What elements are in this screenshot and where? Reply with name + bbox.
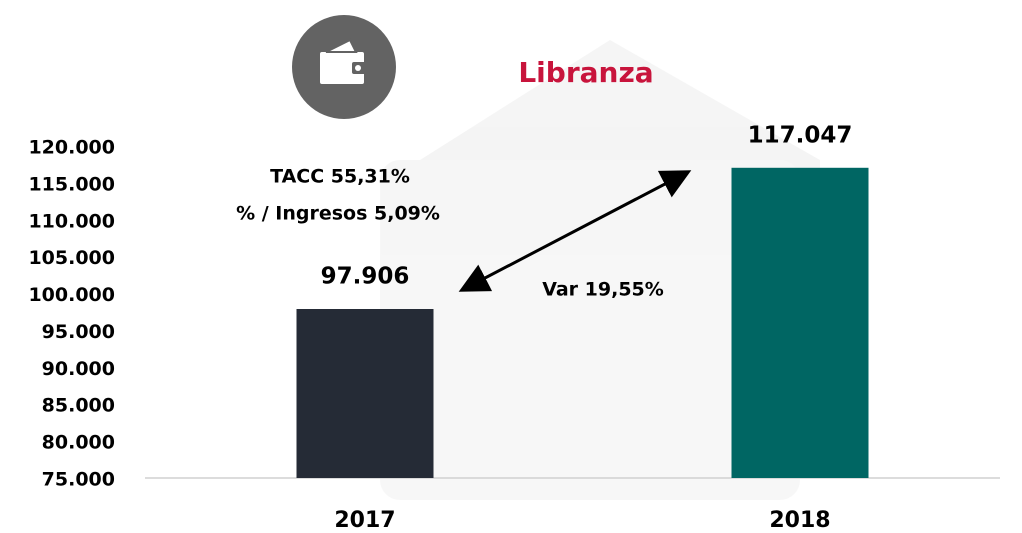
y-tick-label: 120.000 xyxy=(28,137,115,159)
value-label: 97.906 xyxy=(321,264,410,290)
wallet-icon xyxy=(292,15,396,119)
chart: Libranza 75.000 80.000 85.000 90.000 95.000 1… xyxy=(0,0,1022,533)
y-tick-label: 110.000 xyxy=(28,210,115,232)
y-tick-label: 80.000 xyxy=(42,432,115,454)
annotation: % / Ingresos 5,09% xyxy=(236,203,440,225)
y-tick-label: 90.000 xyxy=(42,358,115,380)
y-tick-label: 75.000 xyxy=(42,469,115,491)
y-tick-label: 115.000 xyxy=(28,173,115,195)
chart-title: Libranza xyxy=(518,56,653,89)
annotation: Var 19,55% xyxy=(542,279,664,301)
bar xyxy=(732,168,869,478)
annotation: TACC 55,31% xyxy=(270,166,410,188)
x-tick-label: 2018 xyxy=(769,508,830,533)
y-tick-label: 105.000 xyxy=(28,247,115,269)
bar xyxy=(297,309,434,478)
y-tick-label: 85.000 xyxy=(42,395,115,417)
y-tick-label: 95.000 xyxy=(42,321,115,343)
x-tick-label: 2017 xyxy=(334,508,395,533)
value-label: 117.047 xyxy=(748,122,853,148)
y-tick-label: 100.000 xyxy=(28,284,115,306)
